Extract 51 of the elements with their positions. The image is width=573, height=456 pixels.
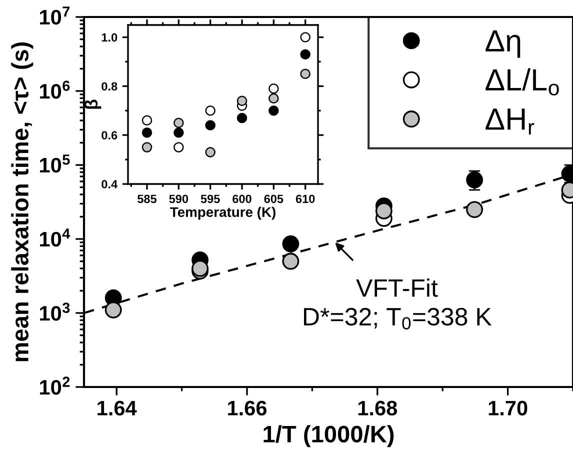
legend-label: ΔH$_{r}$	[486, 108, 534, 134]
y-tick-label: 0.4	[102, 180, 118, 188]
point	[375, 202, 392, 220]
y-tick-label: 10$^{3}$	[40, 302, 70, 321]
point	[142, 142, 152, 152]
y-tick-label: 1.0	[102, 33, 118, 42]
x-tick-label: 605	[264, 194, 284, 204]
point	[205, 120, 216, 130]
y-tick-label: 10$^{6}$	[40, 80, 70, 99]
point	[282, 252, 300, 270]
x-tick-label: 590	[169, 194, 188, 204]
point	[466, 171, 484, 188]
legend-label: ΔL/L$_{o}$	[486, 68, 559, 96]
x-tick-label: 585	[138, 194, 157, 204]
x-tick-label: 1.70	[488, 400, 528, 416]
y-tick-label: 0.8	[102, 82, 118, 91]
legend-label: Δη	[486, 30, 520, 58]
y-tick-label: 10$^{7}$	[40, 6, 70, 25]
point	[174, 127, 184, 138]
point	[142, 127, 152, 138]
y-axis-title: mean relaxation time, <τ> (s)	[11, 42, 34, 362]
x-tick-label: 1.66	[228, 400, 267, 416]
point	[268, 83, 279, 94]
point	[268, 105, 279, 116]
point	[268, 93, 279, 104]
x-axis-title: 1/T (1000/K)	[264, 425, 394, 448]
point	[174, 142, 184, 152]
point	[466, 201, 484, 218]
x-tick-label: 610	[296, 194, 315, 204]
x-axis-title: Temperature (K)	[170, 206, 276, 220]
x-tick-label: 600	[232, 194, 252, 204]
x-tick-label: 1.68	[358, 400, 398, 416]
point	[236, 96, 248, 106]
x-tick-label: 1.64	[98, 400, 137, 416]
point	[192, 260, 209, 277]
y-tick-label: 10$^{5}$	[40, 154, 70, 173]
point	[142, 115, 152, 126]
x-tick-label: 595	[200, 194, 220, 204]
y-axis-title: β	[84, 100, 102, 109]
point	[174, 118, 184, 128]
y-tick-label: 10$^{2}$	[40, 376, 70, 395]
point	[300, 49, 310, 60]
point	[282, 235, 300, 252]
point	[205, 147, 216, 158]
y-tick-label: 10$^{4}$	[40, 228, 70, 247]
annotation: VFT-Fit D*=32; T$_{0}$=338 K	[304, 278, 492, 330]
y-tick-label: 0.6	[102, 131, 118, 140]
point	[236, 112, 248, 124]
point	[300, 32, 310, 42]
point	[300, 68, 310, 80]
point	[205, 105, 216, 116]
